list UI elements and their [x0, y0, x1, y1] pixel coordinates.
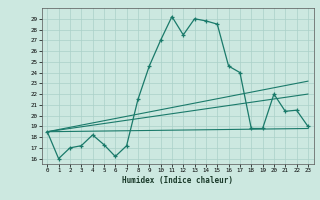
- X-axis label: Humidex (Indice chaleur): Humidex (Indice chaleur): [122, 176, 233, 185]
